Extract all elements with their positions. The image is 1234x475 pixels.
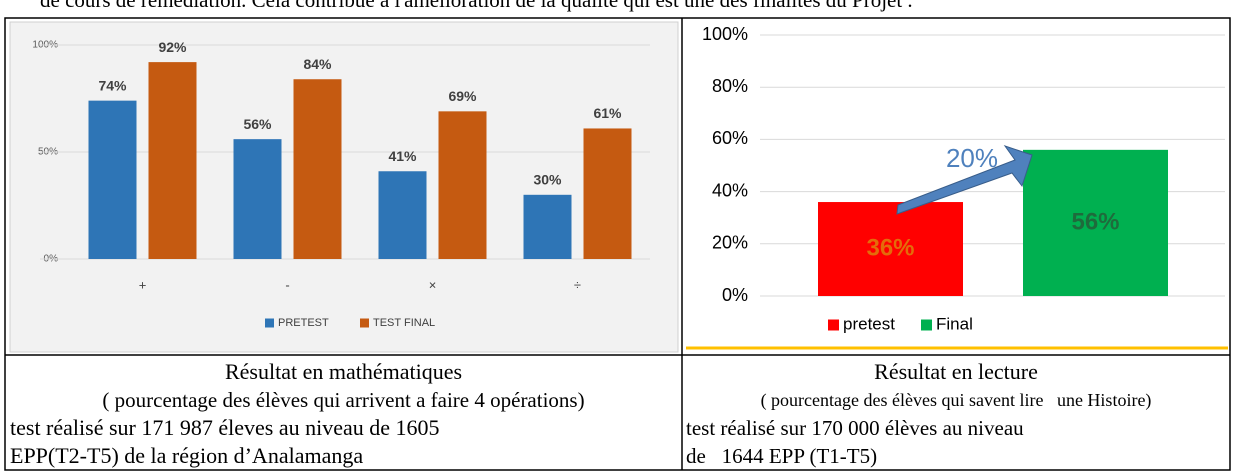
legend-label: PRETEST: [278, 317, 329, 329]
legend-swatch: [360, 318, 369, 328]
bar: [293, 79, 342, 260]
caption-line: test réalisé sur 171 987 éleves au nivea…: [10, 415, 440, 440]
data-label: 69%: [448, 88, 477, 104]
data-label: 56%: [243, 116, 272, 132]
bar: [88, 100, 137, 259]
x-tick-label: ÷: [574, 277, 581, 292]
data-label: 41%: [388, 148, 417, 164]
y-tick-label: 60%: [712, 128, 748, 148]
caption-title: Résultat en lecture: [874, 359, 1038, 384]
annotation: 20%: [946, 143, 998, 173]
bar: [148, 62, 197, 260]
bar: [583, 128, 632, 259]
data-label: 30%: [533, 172, 562, 188]
x-tick-label: ×: [429, 277, 437, 292]
caption-line: de 1644 EPP (T1-T5): [686, 444, 878, 468]
bar: [1023, 149, 1168, 296]
y-tick-label: 20%: [712, 233, 748, 253]
bar: [233, 139, 282, 259]
data-label: 36%: [866, 234, 914, 261]
arrow: [896, 145, 1033, 215]
bar: [438, 111, 487, 259]
y-tick-label: 80%: [712, 76, 748, 96]
data-label: 84%: [303, 56, 332, 72]
y-tick-label: 40%: [712, 180, 748, 200]
legend-swatch: [828, 319, 839, 331]
caption-line: EPP(T2-T5) de la région d’Analamanga: [10, 443, 364, 468]
legend-swatch: [921, 319, 932, 331]
y-tick-label: 100%: [702, 24, 748, 44]
x-tick-label: +: [139, 277, 147, 292]
legend-label: TEST FINAL: [373, 317, 435, 329]
data-label: 61%: [593, 105, 622, 121]
y-tick-label: 0%: [722, 285, 748, 305]
legend-label: Final: [936, 314, 973, 333]
caption-subtitle: ( pourcentage des élèves qui arrivent a …: [102, 388, 585, 412]
data-label: 74%: [98, 77, 127, 93]
data-label: 56%: [1071, 208, 1119, 235]
caption-title: Résultat en mathématiques: [224, 359, 463, 384]
x-tick-label: -: [285, 277, 289, 292]
bar: [818, 202, 963, 296]
table-border: [4, 17, 1231, 471]
data-label: 92%: [158, 39, 187, 55]
top-text: de cours de remédiation. Cela contribue …: [40, 0, 913, 12]
caption-subtitle: ( pourcentage des élèves qui savent lire…: [760, 390, 1152, 410]
caption-line: test réalisé sur 170 000 élèves au nivea…: [686, 416, 1024, 440]
legend-label: pretest: [843, 314, 895, 333]
bar: [523, 194, 572, 259]
legend-swatch: [265, 318, 274, 328]
bar: [378, 171, 427, 259]
